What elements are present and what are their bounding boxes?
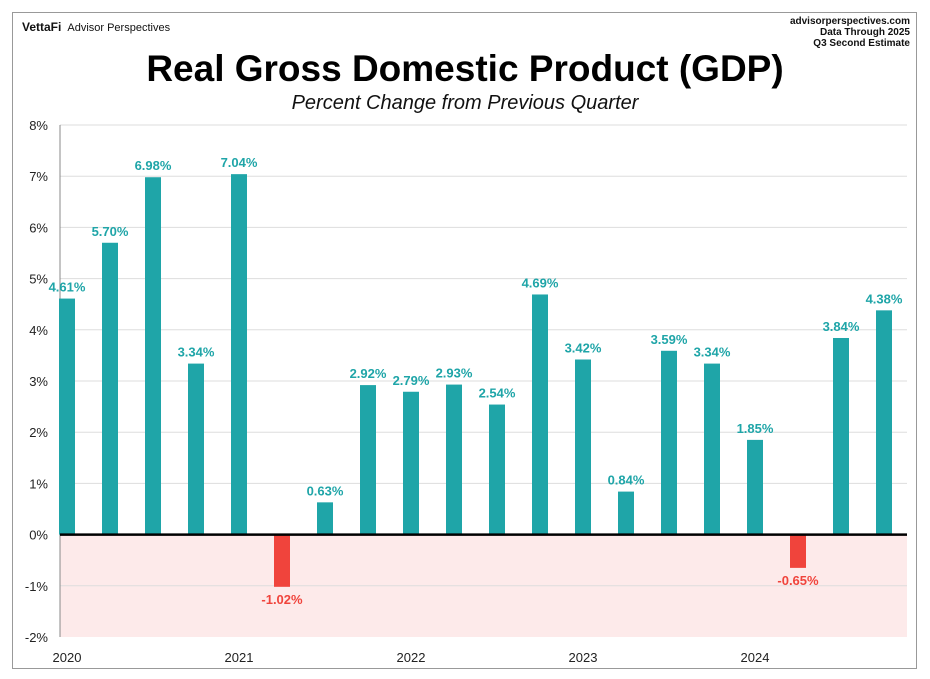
bar xyxy=(489,404,505,535)
y-tick-label: 3% xyxy=(29,374,48,389)
data-label: 1.85% xyxy=(737,421,774,436)
data-label: 6.98% xyxy=(135,158,172,173)
x-tick-label: 2024 xyxy=(741,650,770,665)
y-tick-label: 7% xyxy=(29,169,48,184)
y-tick-label: 8% xyxy=(29,118,48,133)
data-label: 3.42% xyxy=(565,340,602,355)
data-label: 2.92% xyxy=(350,366,387,381)
data-label: 3.84% xyxy=(823,319,860,334)
x-tick-label: 2021 xyxy=(225,650,254,665)
data-through: Data Through 2025 xyxy=(819,27,910,38)
brand-subname: Advisor Perspectives xyxy=(67,22,171,34)
bar xyxy=(790,534,806,568)
y-tick-label: 4% xyxy=(29,323,48,338)
bar xyxy=(575,359,591,535)
data-label: 0.63% xyxy=(307,483,344,498)
data-label: 7.04% xyxy=(221,155,258,170)
bar xyxy=(618,491,634,535)
x-tick-label: 2020 xyxy=(53,650,82,665)
brand-logo: VettaFi Advisor Perspectives xyxy=(22,20,170,34)
brand-name: VettaFi xyxy=(22,20,62,34)
bar xyxy=(188,363,204,535)
estimate-note: Q3 Second Estimate xyxy=(813,38,910,49)
bar xyxy=(102,242,118,535)
y-tick-label: 5% xyxy=(29,272,48,287)
data-label: 0.84% xyxy=(608,473,645,488)
bar xyxy=(747,439,763,535)
data-label: -0.65% xyxy=(777,573,819,588)
data-label: 4.38% xyxy=(866,291,903,306)
bar xyxy=(274,534,290,587)
bar xyxy=(833,337,849,535)
data-label: 2.54% xyxy=(479,386,516,401)
y-tick-label: 0% xyxy=(29,528,48,543)
chart-frame xyxy=(12,12,917,669)
y-tick-label: -2% xyxy=(25,630,49,645)
data-label: -1.02% xyxy=(261,592,303,607)
bar xyxy=(876,310,892,535)
site-url: advisorperspectives.com xyxy=(789,16,910,27)
x-tick-label: 2022 xyxy=(397,650,426,665)
bar xyxy=(532,294,548,535)
y-tick-label: -1% xyxy=(25,579,49,594)
source-info: advisorperspectives.com Data Through 202… xyxy=(790,16,910,49)
bar xyxy=(317,502,333,535)
x-tick-label: 2023 xyxy=(569,650,598,665)
bar xyxy=(231,174,247,535)
bar xyxy=(661,350,677,535)
data-label: 3.34% xyxy=(178,345,215,360)
bar xyxy=(446,384,462,535)
data-label: 4.61% xyxy=(49,280,86,295)
y-tick-label: 1% xyxy=(29,476,48,491)
data-label: 3.34% xyxy=(694,345,731,360)
data-label: 2.79% xyxy=(393,373,430,388)
chart-subtitle: Percent Change from Previous Quarter xyxy=(291,92,639,114)
y-tick-label: 2% xyxy=(29,425,48,440)
bar xyxy=(145,177,161,535)
bar xyxy=(360,385,376,535)
bar xyxy=(59,298,75,535)
data-label: 3.59% xyxy=(651,332,688,347)
bar xyxy=(704,363,720,535)
y-tick-label: 6% xyxy=(29,220,48,235)
bar xyxy=(403,391,419,535)
data-label: 5.70% xyxy=(92,224,129,239)
chart-title: Real Gross Domestic Product (GDP) xyxy=(146,48,784,89)
data-label: 4.69% xyxy=(522,275,559,290)
data-label: 2.93% xyxy=(436,366,473,381)
